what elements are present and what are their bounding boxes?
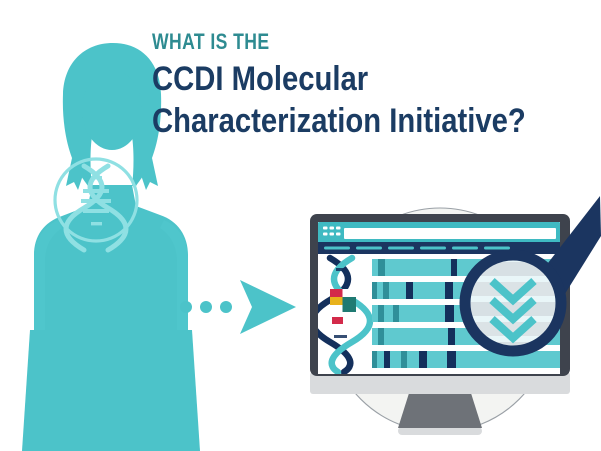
flow-arrow — [240, 280, 296, 334]
magnifier-ring — [459, 249, 567, 357]
title-line-2: Characterization Initiative? — [152, 101, 526, 140]
monitor-stand — [398, 390, 482, 428]
flow-dots — [180, 301, 232, 313]
dna-double-helix — [318, 254, 374, 374]
magnifying-glass — [459, 196, 601, 357]
page-title: CCDI Molecular Characterization Initiati… — [152, 59, 530, 142]
eyebrow-text: WHAT IS THE — [152, 29, 270, 54]
headline-block: WHAT IS THE CCDI Molecular Characterizat… — [152, 30, 592, 142]
person-silhouette — [22, 43, 200, 451]
dna-circle-emblem — [53, 157, 139, 253]
browser-nav-items — [324, 246, 510, 250]
monitor-chin — [310, 372, 570, 394]
monitor-base — [398, 427, 482, 435]
title-line-1: CCDI Molecular — [152, 60, 369, 99]
browser-address-bar — [344, 228, 556, 239]
browser-dots — [323, 226, 341, 236]
magnifier-chevrons — [489, 278, 537, 344]
